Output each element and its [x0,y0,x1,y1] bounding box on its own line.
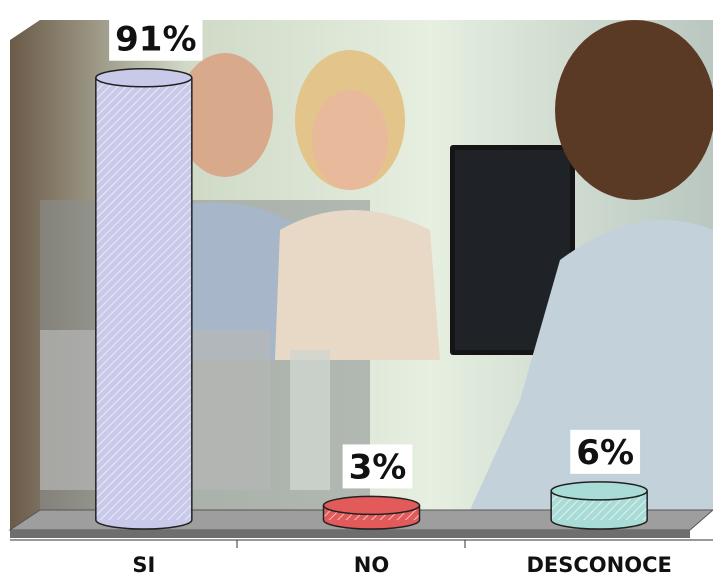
value-label-bg [109,16,203,61]
bar [550,481,648,530]
x-tick-label: NO [354,553,389,577]
bar-top [95,67,193,88]
bar-top [322,495,421,516]
bar-texture [95,77,192,521]
bar-top [550,481,648,501]
value-label: 3% [349,447,407,487]
x-tick-label: SI [132,553,155,577]
value-label-bg [342,444,413,489]
bar [95,67,193,530]
bar [322,495,421,530]
x-tick-label: DESCONOCE [526,553,671,577]
value-label-bg [570,429,641,474]
value-label: 91% [115,20,196,60]
value-label: 6% [576,433,634,473]
